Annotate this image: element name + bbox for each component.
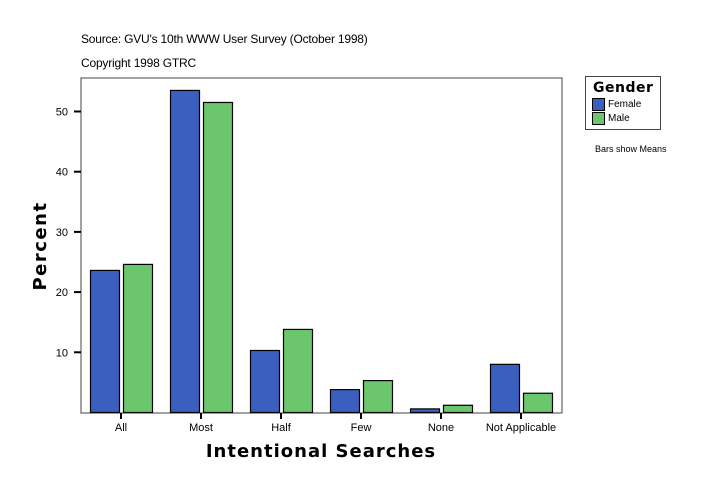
legend-title: Gender [593,80,654,96]
legend-item-female: Female [592,98,641,111]
legend-item-male: Male [592,112,630,125]
source-caption: Source: GVU's 10th WWW User Survey (Octo… [81,32,368,46]
x-tick-label: All [115,422,127,434]
x-axis: All Most Half Few None Not Applicable [115,413,556,434]
x-tick-label: None [428,422,454,434]
female-swatch-icon [592,98,605,111]
bar-female-none [409,408,441,414]
x-tick-label: Few [351,422,372,434]
bar-male-half [282,328,314,414]
x-tick-label: Most [189,422,213,434]
x-tick-label: Half [271,422,292,434]
bars-note: Bars show Means [595,144,667,154]
bar-female-not-applicable [489,363,521,414]
male-swatch-icon [592,112,605,125]
bar-female-few [329,389,361,414]
y-tick-label: 10 [56,347,68,359]
plot-area [80,77,563,414]
legend-label-male: Male [608,113,630,124]
bar-male-most [202,101,234,414]
legend: Gender Female Male [585,76,661,130]
x-tick-label: Not Applicable [486,422,556,434]
y-axis-label: Percent [30,201,51,290]
bar-male-not-applicable [522,392,554,414]
bars [89,89,554,414]
y-tick-label: 30 [56,227,68,239]
bar-male-all [122,263,154,414]
bar-male-none [442,404,474,414]
bar-female-half [249,349,281,414]
bar-female-most [169,89,201,414]
legend-label-female: Female [608,99,642,110]
y-tick-label: 40 [56,167,68,179]
bar-female-all [89,269,121,414]
x-axis-label: Intentional Searches [206,441,436,462]
y-tick-label: 20 [56,287,68,299]
bar-male-few [362,379,394,414]
copyright-caption: Copyright 1998 GTRC [81,56,196,70]
y-axis: 10 20 30 40 50 [56,107,81,359]
y-tick-label: 50 [56,107,68,119]
